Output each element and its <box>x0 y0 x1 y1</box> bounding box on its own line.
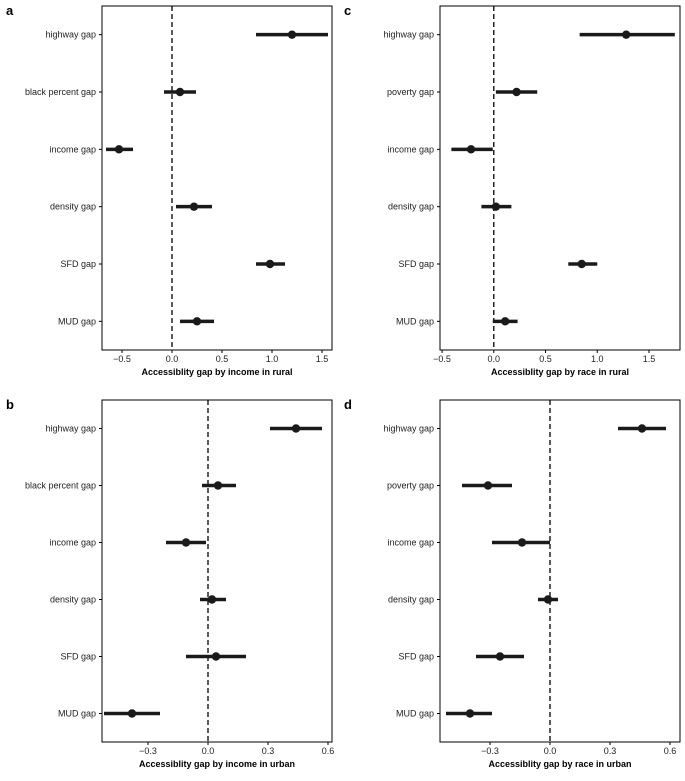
panel-frame <box>439 5 681 351</box>
estimate-point <box>517 538 527 547</box>
panel-b: b highway gap black percent gap income gap d… <box>6 397 334 769</box>
x-tick-label: 1.5 <box>316 354 329 364</box>
x-tick-label: 0.3 <box>604 746 617 756</box>
y-tick-label: black percent gap <box>25 481 96 491</box>
estimate-point <box>495 652 505 661</box>
estimate-point <box>491 202 501 211</box>
x-tick-label: 0.0 <box>544 746 557 756</box>
estimate-point <box>622 30 631 39</box>
estimate-point <box>213 481 223 490</box>
y-tick-label: highway gap <box>45 30 96 40</box>
x-tick-label: 0.6 <box>322 746 335 756</box>
x-axis-title: Accessiblity gap by income in rural <box>141 367 292 377</box>
estimate-point <box>512 87 521 97</box>
estimate-point <box>465 709 475 718</box>
y-tick-label: highway gap <box>383 30 434 40</box>
y-tick-label: density gap <box>388 595 434 605</box>
x-tick-label: 0.5 <box>216 354 229 364</box>
panel-frame <box>101 399 333 743</box>
y-tick-label: MUD gap <box>58 316 96 326</box>
y-tick-label: black percent gap <box>25 87 96 97</box>
panel-letter-b: b <box>6 397 14 412</box>
y-tick-label: density gap <box>50 202 96 212</box>
panel-a: a highway gap black percent gap income gap d… <box>6 3 333 377</box>
estimate-point <box>175 87 185 97</box>
x-axis-title: Accessiblity gap by income in urban <box>139 759 295 769</box>
estimate-point <box>637 424 647 433</box>
y-tick-label: income gap <box>49 144 96 154</box>
y-tick-label: MUD gap <box>396 316 434 326</box>
x-axis-title: Accessiblity gap by race in rural <box>491 367 629 377</box>
estimate-point <box>189 202 199 211</box>
y-tick-label: SFD gap <box>398 259 434 269</box>
x-tick-label: 0.5 <box>539 354 552 364</box>
estimate-point <box>211 652 221 661</box>
estimate-point <box>466 145 476 154</box>
x-tick-label: −0.5 <box>113 354 131 364</box>
panel-letter-c: c <box>344 3 351 18</box>
x-tick-label: 0.3 <box>262 746 275 756</box>
estimate-point <box>577 259 586 269</box>
panel-c: c highway gap poverty gap income gap density… <box>344 3 681 377</box>
x-axis-title: Accessiblity gap by race in urban <box>488 759 631 769</box>
x-tick-label: −0.3 <box>481 746 499 756</box>
x-tick-label: −0.5 <box>433 354 451 364</box>
x-tick-label: 0.0 <box>166 354 179 364</box>
panel-d: d highway gap poverty gap income gap density… <box>344 397 681 769</box>
x-tick-label: 1.0 <box>266 354 279 364</box>
estimate-point <box>483 481 493 490</box>
y-tick-label: income gap <box>387 538 434 548</box>
y-tick-label: income gap <box>49 538 96 548</box>
x-tick-label: 0.0 <box>202 746 215 756</box>
estimate-point <box>500 317 510 326</box>
y-tick-label: SFD gap <box>60 652 96 662</box>
y-tick-label: density gap <box>50 595 96 605</box>
y-tick-label: income gap <box>387 144 434 154</box>
estimate-point <box>287 30 297 39</box>
panel-frame <box>101 5 333 351</box>
estimate-point <box>265 259 275 269</box>
y-tick-label: poverty gap <box>387 481 434 491</box>
x-tick-label: 0.6 <box>664 746 677 756</box>
estimate-point <box>181 538 191 547</box>
panel-frame <box>439 399 681 743</box>
y-tick-label: highway gap <box>383 424 434 434</box>
y-tick-label: MUD gap <box>58 709 96 719</box>
y-tick-label: MUD gap <box>396 709 434 719</box>
estimate-point <box>127 709 137 718</box>
x-tick-label: 1.0 <box>591 354 604 364</box>
estimate-point <box>543 595 553 604</box>
y-tick-label: poverty gap <box>387 87 434 97</box>
y-tick-label: highway gap <box>45 424 96 434</box>
x-tick-label: −0.3 <box>139 746 157 756</box>
estimate-point <box>207 595 217 604</box>
estimate-point <box>291 424 301 433</box>
y-tick-label: density gap <box>388 202 434 212</box>
estimate-point <box>114 145 124 154</box>
y-tick-label: SFD gap <box>398 652 434 662</box>
panel-letter-d: d <box>344 397 352 412</box>
y-tick-label: SFD gap <box>60 259 96 269</box>
estimate-point <box>192 317 202 326</box>
panel-letter-a: a <box>6 3 14 18</box>
x-tick-label: 1.5 <box>643 354 656 364</box>
x-tick-label: 0.0 <box>488 354 501 364</box>
